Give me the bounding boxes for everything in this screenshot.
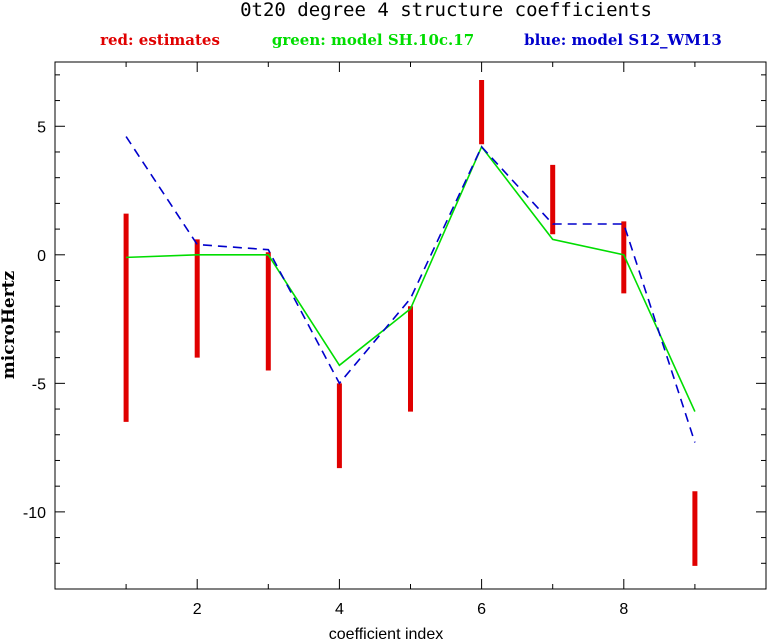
chart-title: 0t20 degree 4 structure coefficients	[240, 0, 652, 21]
series-line	[126, 145, 696, 412]
legend-entry-s12wm13: blue: model S12_WM13	[524, 31, 722, 49]
y-tick-label: 5	[37, 119, 46, 136]
y-tick-label: -5	[32, 376, 46, 393]
y-axis-label: microHertz	[0, 270, 19, 379]
axis-ticks	[55, 62, 766, 590]
x-tick-label: 4	[335, 601, 344, 618]
axis-tick-labels: 2 4 6 8 5 0 -5 -10	[23, 119, 628, 618]
model-series-lines	[125, 136, 696, 443]
y-tick-label: 0	[37, 248, 46, 265]
x-tick-label: 6	[477, 601, 486, 618]
x-tick-label: 8	[619, 601, 628, 618]
legend-entry-estimates: red: estimates	[100, 31, 220, 49]
series-line	[125, 136, 696, 443]
y-tick-label: -10	[23, 505, 46, 522]
x-axis-label: coefficient index	[329, 626, 443, 641]
chart-legend: red: estimates green: model SH.10c.17 bl…	[100, 31, 722, 49]
legend-entry-sh10c17: green: model SH.10c.17	[272, 31, 474, 49]
estimate-bars	[123, 79, 698, 566]
x-tick-label: 2	[193, 601, 202, 618]
